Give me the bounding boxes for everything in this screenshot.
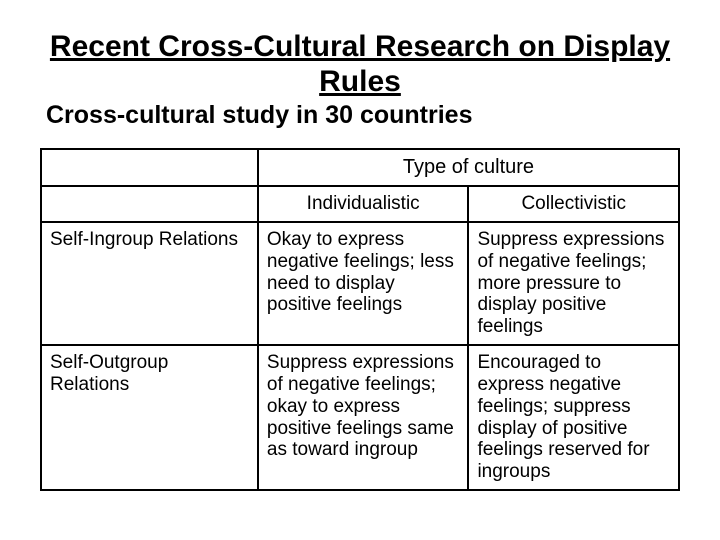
row-label: Self-Outgroup Relations [41, 345, 258, 490]
empty-cell [41, 149, 258, 186]
slide: Recent Cross-Cultural Research on Displa… [0, 0, 720, 540]
table-cell: Suppress expressions of negative feeling… [258, 345, 469, 490]
col-header-individualistic: Individualistic [258, 186, 469, 222]
row-label: Self-Ingroup Relations [41, 222, 258, 345]
display-rules-table: Type of culture Individualistic Collecti… [40, 148, 680, 491]
table-cell: Okay to express negative feelings; less … [258, 222, 469, 345]
super-header: Type of culture [258, 149, 679, 186]
table-row-colheaders: Individualistic Collectivistic [41, 186, 679, 222]
table-cell: Encouraged to express negative feelings;… [468, 345, 679, 490]
slide-title: Recent Cross-Cultural Research on Displa… [40, 30, 680, 99]
table-row: Self-Outgroup Relations Suppress express… [41, 345, 679, 490]
table-row: Self-Ingroup Relations Okay to express n… [41, 222, 679, 345]
col-header-collectivistic: Collectivistic [468, 186, 679, 222]
table-cell: Suppress expressions of negative feeling… [468, 222, 679, 345]
slide-subtitle: Cross-cultural study in 30 countries [46, 101, 680, 130]
empty-cell [41, 186, 258, 222]
table-row-superheader: Type of culture [41, 149, 679, 186]
